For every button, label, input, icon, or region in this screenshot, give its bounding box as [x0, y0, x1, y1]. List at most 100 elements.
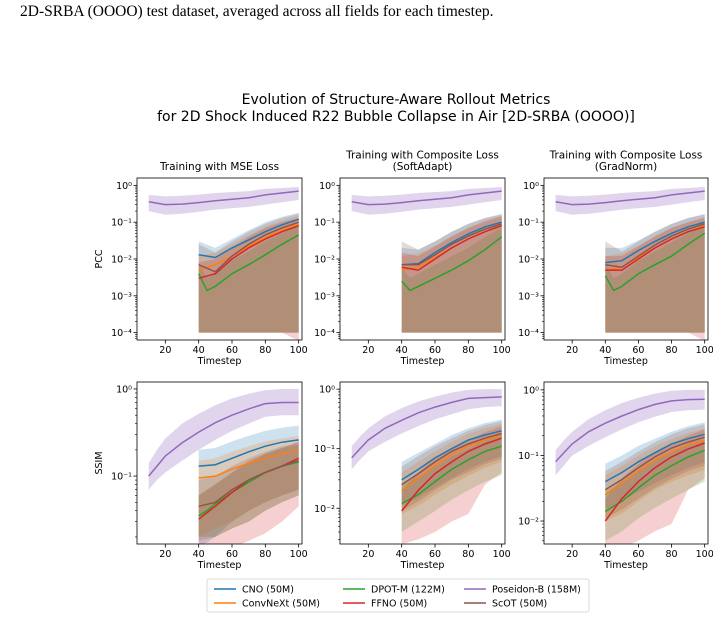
legend-label: ScOT (50M) — [492, 599, 547, 610]
y-tick-label: 10⁰ — [116, 181, 132, 192]
figure-caption: 2D-SRBA (OOOO) test dataset, averaged ac… — [20, 3, 494, 20]
series-line — [198, 439, 299, 467]
x-tick-label: 20 — [566, 345, 578, 356]
series-band — [605, 218, 705, 340]
legend-label: CNO (50M) — [242, 585, 294, 596]
series-band — [605, 429, 705, 544]
panel-title: Training with MSE Loss — [159, 161, 279, 173]
panel-title: (GradNorm) — [595, 161, 657, 173]
x-tick-label: 60 — [632, 549, 644, 560]
x-tick-label: 100 — [493, 549, 511, 560]
series-band — [401, 215, 502, 333]
series-band — [148, 187, 299, 215]
y-tick-label: 10⁻² — [518, 517, 539, 528]
series-line — [148, 401, 299, 477]
x-axis-label: Timestep — [400, 356, 445, 367]
series-band — [148, 389, 299, 490]
y-tick-label: 10⁰ — [319, 385, 335, 396]
x-tick-label: 60 — [429, 549, 441, 560]
series-band — [401, 214, 502, 333]
series-band — [198, 215, 299, 333]
y-tick-label: 10⁻¹ — [111, 218, 132, 229]
series-band — [605, 225, 705, 333]
y-tick-label: 10⁰ — [523, 385, 539, 396]
series-line — [198, 224, 299, 280]
x-tick-label: 20 — [159, 549, 171, 560]
x-axis-label: Timestep — [603, 560, 648, 571]
panel-title: Training with Composite Loss — [345, 150, 499, 162]
chart-panel: 20 40 60 80 100 10⁻² 10⁻¹ 10⁰ Timestep — [314, 381, 511, 571]
suptitle-line-1: Evolution of Structure-Aware Rollout Met… — [242, 92, 551, 108]
legend-frame — [206, 578, 590, 613]
y-tick-label: 10⁻³ — [518, 291, 539, 302]
series-band — [198, 213, 299, 333]
series-band — [605, 213, 705, 333]
series-line — [555, 190, 705, 206]
series-line — [604, 436, 705, 491]
legend: CNO (50M) ConvNeXt (50M) DPOT-M (122M) FFNO… — [206, 578, 590, 613]
x-tick-label: 40 — [193, 345, 205, 356]
series-band — [351, 389, 502, 470]
series-band — [605, 214, 705, 333]
plot-area — [555, 187, 706, 340]
series-line — [555, 398, 705, 463]
y-tick-label: 10⁻³ — [111, 291, 132, 302]
x-tick-label: 40 — [193, 549, 205, 560]
y-tick-label: 10⁻⁴ — [518, 328, 539, 339]
series-line — [604, 449, 705, 513]
series-line — [604, 433, 705, 483]
x-axis-label: Timestep — [400, 560, 445, 571]
y-tick-label: 10⁻⁴ — [314, 328, 335, 339]
axes-frame — [543, 381, 709, 545]
x-tick-label: 80 — [666, 345, 678, 356]
y-tick-label: 10⁻¹ — [314, 218, 335, 229]
y-tick-label: 10⁻¹ — [314, 444, 335, 455]
series-line — [401, 432, 502, 486]
series-line — [401, 223, 502, 266]
series-line — [605, 221, 705, 264]
series-line — [605, 226, 705, 271]
y-tick-label: 10⁰ — [116, 384, 132, 395]
y-tick-label: 10⁻² — [518, 255, 539, 266]
x-tick-label: 60 — [226, 345, 238, 356]
series-line — [401, 437, 502, 512]
series-line — [401, 224, 502, 271]
series-band — [198, 225, 299, 333]
chart-panel: 20 40 60 80 100 10⁻² 10⁻¹ 10⁰ Timestep — [518, 381, 713, 571]
plot-area — [351, 389, 502, 544]
series-line — [198, 218, 299, 259]
chart-panel: 20 40 60 80 100 10⁻⁴ 10⁻³ 10⁻² 10⁻¹ 10⁰ Timestep Tr… — [518, 150, 713, 368]
plot-area — [148, 187, 300, 340]
series-line — [198, 234, 300, 292]
x-tick-label: 80 — [462, 345, 474, 356]
suptitle-line-2: for 2D Shock Induced R22 Bubble Collapse… — [157, 109, 635, 125]
series-band — [351, 187, 502, 215]
chart-panel: 20 40 60 80 100 10⁻⁴ 10⁻³ 10⁻² 10⁻¹ 10⁰ Timestep PC… — [94, 161, 308, 367]
y-axis-label: PCC — [94, 249, 105, 268]
series-line — [351, 396, 502, 459]
y-tick-label: 10⁻² — [314, 255, 335, 266]
legend-label: Poseidon-B (158M) — [492, 585, 581, 596]
y-tick-label: 10⁻¹ — [518, 218, 539, 229]
series-band — [198, 444, 299, 537]
x-tick-label: 80 — [259, 345, 271, 356]
series-line — [401, 445, 502, 505]
series-line — [401, 236, 503, 292]
series-band — [401, 213, 502, 333]
plot-area — [351, 187, 503, 333]
panel-title: Training with Composite Loss — [549, 150, 703, 162]
series-line — [604, 232, 706, 292]
y-tick-label: 10⁻³ — [314, 291, 335, 302]
x-tick-label: 80 — [259, 549, 271, 560]
series-band — [555, 389, 705, 476]
panel-title: (SoftAdapt) — [393, 161, 453, 173]
series-line — [604, 442, 705, 522]
x-tick-label: 40 — [599, 345, 611, 356]
x-tick-label: 100 — [696, 345, 713, 356]
chart-panels: 20 40 60 80 100 10⁻⁴ 10⁻³ 10⁻² 10⁻¹ 10⁰ Timestep PC… — [94, 150, 713, 572]
series-line — [198, 223, 299, 271]
legend-label: FFNO (50M) — [371, 599, 427, 610]
y-tick-label: 10⁻² — [111, 255, 132, 266]
series-band — [605, 438, 705, 541]
y-tick-label: 10⁻⁴ — [111, 328, 132, 339]
